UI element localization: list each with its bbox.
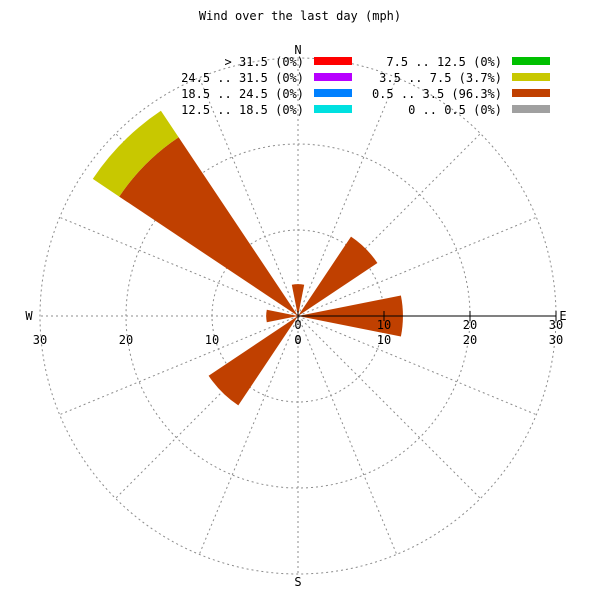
legend-swatch bbox=[512, 89, 550, 97]
legend-swatch bbox=[314, 105, 352, 113]
compass-west-label: W bbox=[25, 309, 33, 323]
legend-label: 0.5 .. 3.5 (96.3%) bbox=[372, 87, 502, 101]
east-tick-label: 0 bbox=[294, 333, 301, 347]
legend-label: 24.5 .. 31.5 (0%) bbox=[181, 71, 304, 85]
wind-petal-segment bbox=[208, 316, 298, 406]
wind-petal-segment bbox=[298, 236, 378, 316]
legend-label: 3.5 .. 7.5 (3.7%) bbox=[379, 71, 502, 85]
east-tick-label: 10 bbox=[377, 333, 391, 347]
wind-petals bbox=[92, 110, 403, 406]
grid-spoke bbox=[198, 315, 299, 555]
west-tick-label: 30 bbox=[33, 333, 47, 347]
legend: > 31.5 (0%) 24.5 .. 31.5 (0%) 18.5 .. 24.5… bbox=[181, 55, 550, 117]
legend-label: > 31.5 (0%) bbox=[225, 55, 304, 69]
east-tick-label-upper: 30 bbox=[549, 318, 563, 332]
east-tick-label-upper: 0 bbox=[294, 318, 301, 332]
compass-north-label: N bbox=[294, 43, 301, 57]
legend-swatch bbox=[512, 73, 550, 81]
legend-label: 18.5 .. 24.5 (0%) bbox=[181, 87, 304, 101]
east-tick-label-upper: 10 bbox=[377, 318, 391, 332]
legend-label: 7.5 .. 12.5 (0%) bbox=[386, 55, 502, 69]
compass-east-label: E bbox=[559, 309, 566, 323]
west-tick-label: 0 bbox=[294, 333, 301, 347]
legend-swatch bbox=[314, 73, 352, 81]
grid-spoke bbox=[297, 315, 537, 416]
legend-label: 0 .. 0.5 (0%) bbox=[408, 103, 502, 117]
grid-spoke bbox=[297, 315, 398, 555]
west-tick-label: 20 bbox=[119, 333, 133, 347]
grid-spoke bbox=[198, 77, 299, 317]
west-tick-label: 10 bbox=[205, 333, 219, 347]
legend-swatch bbox=[512, 57, 550, 65]
legend-swatch bbox=[314, 57, 352, 65]
wind-petal-segment bbox=[119, 137, 298, 316]
grid-spoke bbox=[297, 77, 398, 317]
wind-petal-segment bbox=[92, 110, 179, 197]
wind-petal-segment bbox=[291, 284, 305, 316]
wind-petal-segment bbox=[266, 309, 298, 323]
east-tick-label: 30 bbox=[549, 333, 563, 347]
legend-swatch bbox=[512, 105, 550, 113]
east-tick-label-upper: 20 bbox=[463, 318, 477, 332]
grid-spoke bbox=[59, 315, 299, 416]
grid-spoke bbox=[297, 216, 537, 317]
chart-title: Wind over the last day (mph) bbox=[199, 9, 401, 23]
legend-label: 12.5 .. 18.5 (0%) bbox=[181, 103, 304, 117]
east-tick-label: 20 bbox=[463, 333, 477, 347]
compass-south-label: S bbox=[294, 575, 301, 589]
grid-spoke bbox=[59, 216, 299, 317]
legend-swatch bbox=[314, 89, 352, 97]
